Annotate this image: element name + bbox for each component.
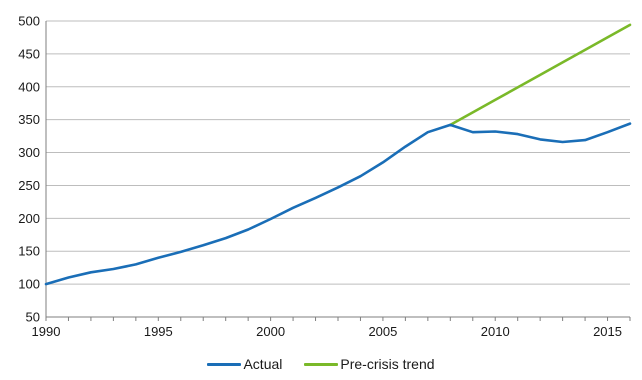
y-tick-labels: 50 100 150 200 250 300 350 400 450 500: [18, 14, 40, 325]
x-tick-label-1990: 1990: [32, 324, 61, 339]
axes: [45, 21, 631, 321]
x-tick-label-2015: 2015: [593, 324, 622, 339]
series-line-pre-crisis-trend: [448, 23, 632, 127]
y-tick-label-50: 50: [26, 310, 40, 325]
x-tick-labels: 1990 1995 2000 2005 2010 2015: [32, 324, 622, 339]
x-tick-label-2010: 2010: [481, 324, 510, 339]
y-tick-label-350: 350: [18, 112, 40, 127]
x-tick-label-2005: 2005: [368, 324, 397, 339]
legend-item-pre-crisis-trend: Pre-crisis trend: [304, 356, 435, 372]
y-tick-label-450: 450: [18, 46, 40, 61]
legend: Actual Pre-crisis trend: [0, 356, 642, 372]
legend-label-actual: Actual: [243, 356, 283, 372]
grid: [46, 20, 630, 285]
y-tick-label-100: 100: [18, 277, 40, 292]
legend-label-pre-crisis-trend: Pre-crisis trend: [340, 356, 435, 372]
y-tick-label-250: 250: [18, 178, 40, 193]
x-tick-label-2000: 2000: [256, 324, 285, 339]
chart-svg: 50 100 150 200 250 300 350 400 450 500 1990 1995 20…: [18, 14, 632, 339]
x-tick-label-1995: 1995: [144, 324, 173, 339]
series: [44, 23, 632, 286]
y-tick-label-200: 200: [18, 211, 40, 226]
y-tick-label-500: 500: [18, 14, 40, 29]
y-tick-label-300: 300: [18, 145, 40, 160]
series-line-actual: [44, 122, 632, 286]
y-tick-label-400: 400: [18, 79, 40, 94]
legend-swatch-actual: [207, 362, 242, 366]
legend-swatch-pre-crisis-trend: [304, 362, 339, 366]
y-tick-label-150: 150: [18, 244, 40, 259]
legend-item-actual: Actual: [207, 356, 282, 372]
